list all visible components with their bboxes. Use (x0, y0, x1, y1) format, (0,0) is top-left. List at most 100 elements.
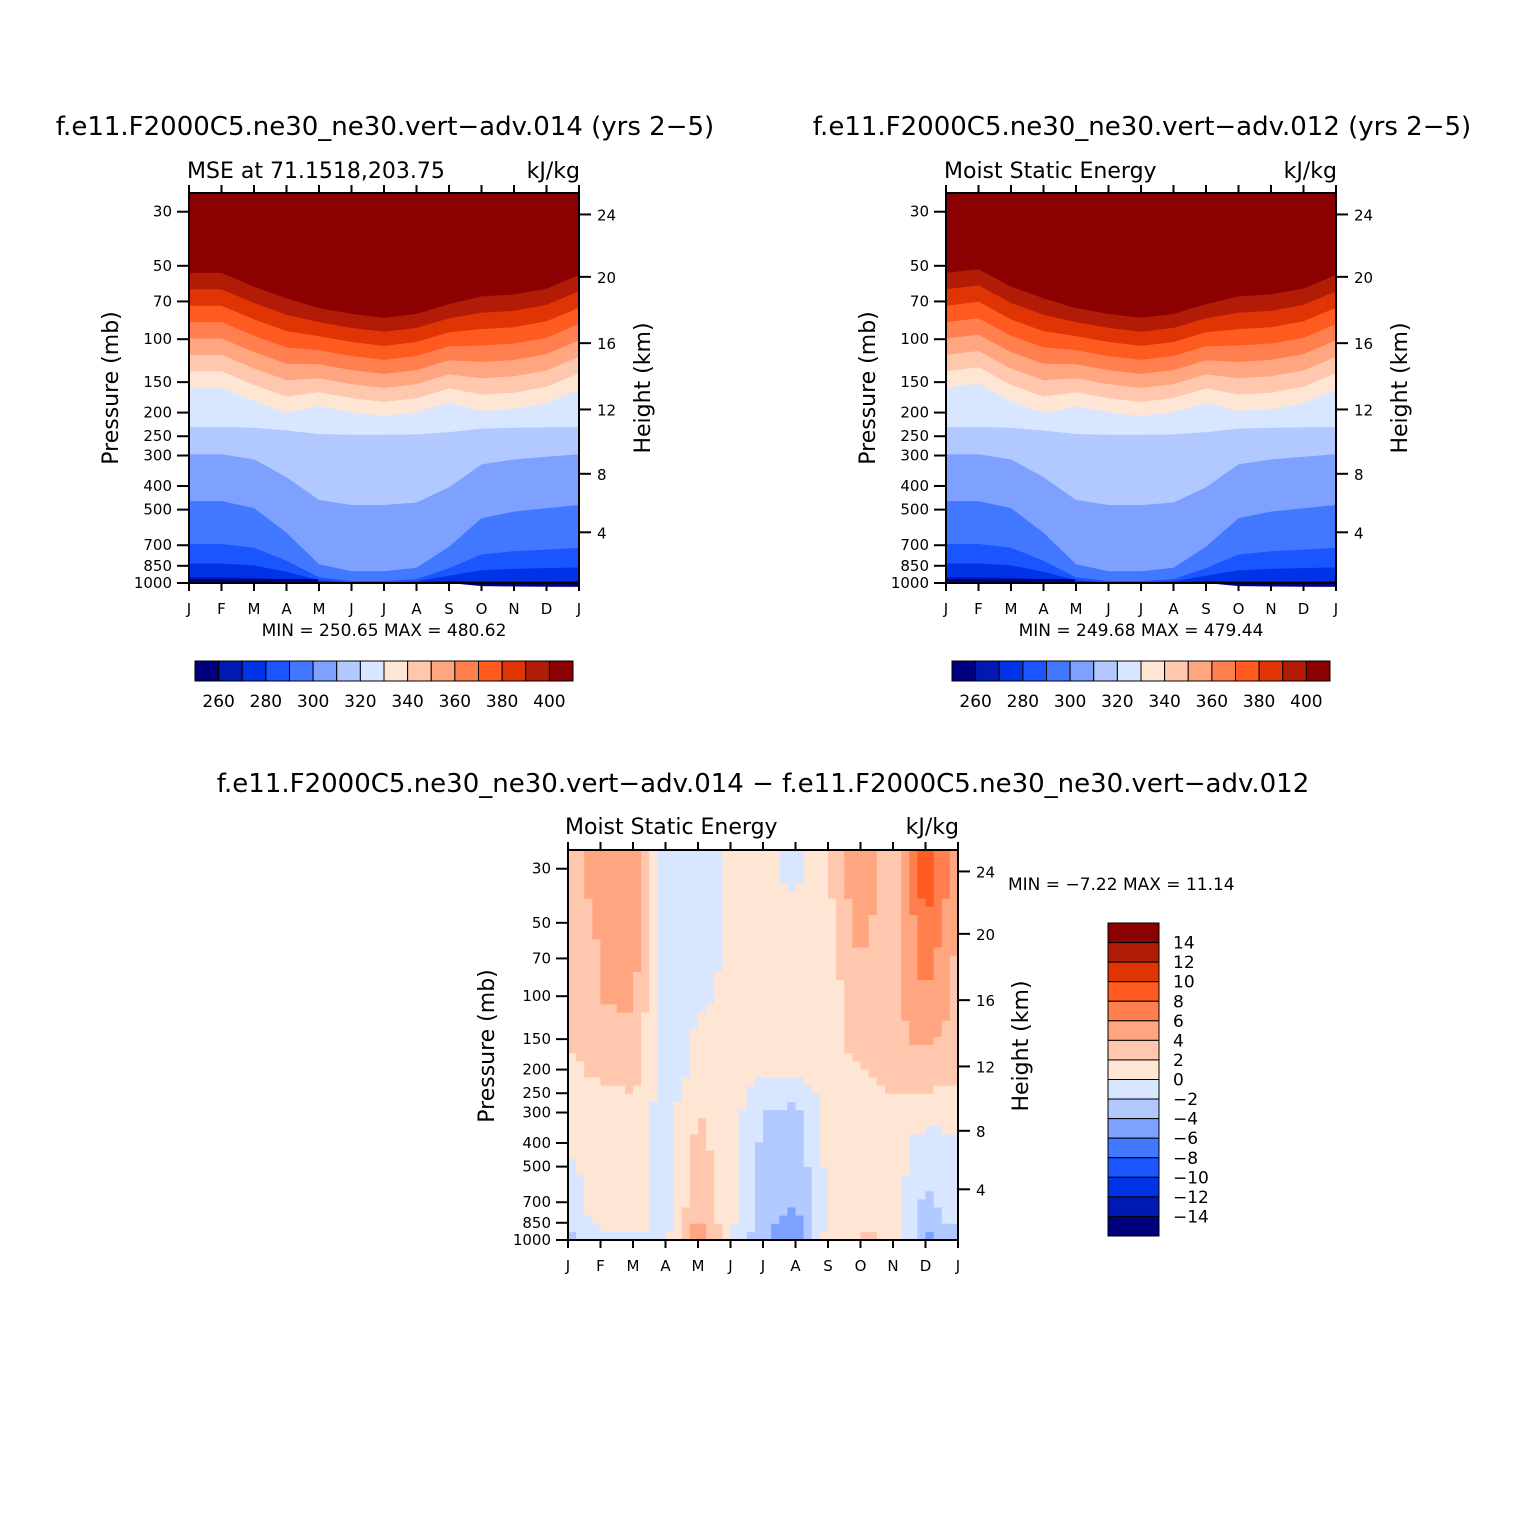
panel-bottom-xtick-label: S (823, 1257, 833, 1275)
diff-cell (746, 1012, 756, 1022)
diff-cell (893, 947, 902, 957)
diff-cell (649, 980, 658, 989)
diff-cell (763, 1110, 772, 1119)
panel-top-left-colorbar-swatch (312, 660, 338, 682)
panel-top-left-colorbar-swatch (194, 660, 220, 682)
diff-cell (884, 963, 894, 973)
diff-cell (860, 923, 870, 932)
diff-cell (657, 955, 667, 965)
diff-cell (592, 1118, 602, 1127)
diff-cell (592, 1012, 602, 1022)
diff-cell (706, 980, 715, 989)
diff-cell (649, 1166, 658, 1176)
diff-cell (746, 939, 756, 949)
diff-cell (933, 1053, 943, 1062)
panel-bottom-xtick-label: J (955, 1257, 960, 1275)
diff-cell (714, 1069, 723, 1079)
diff-cell (706, 866, 715, 875)
diff-cell (754, 1134, 764, 1144)
diff-cell (852, 1183, 862, 1192)
diff-cell (771, 1223, 780, 1233)
diff-cell (884, 923, 894, 932)
diff-cell (600, 1183, 610, 1192)
diff-cell (624, 1199, 634, 1209)
diff-cell (689, 988, 699, 997)
diff-cell (925, 1053, 935, 1062)
diff-cell (933, 1134, 943, 1144)
diff-cell (754, 850, 764, 859)
diff-cell (730, 947, 740, 957)
diff-cell (828, 1223, 837, 1233)
diff-cell (584, 1166, 593, 1176)
diff-cell (852, 1126, 862, 1135)
diff-cell (616, 971, 626, 981)
diff-cell (852, 858, 862, 867)
diff-cell (819, 980, 829, 989)
diff-cell (568, 1175, 577, 1184)
diff-cell (608, 1069, 618, 1079)
diff-cell (828, 955, 837, 965)
diff-cell (771, 1118, 780, 1127)
diff-cell (698, 1175, 707, 1184)
diff-cell (893, 858, 902, 867)
diff-cell (665, 850, 675, 859)
diff-cell (592, 1175, 602, 1184)
panel-top-right-ytick-label: 30 (910, 203, 929, 221)
diff-cell (730, 996, 740, 1005)
panel-top-right-ytick-right-label: 16 (1354, 335, 1373, 353)
diff-cell (844, 890, 853, 900)
diff-cell (608, 898, 618, 908)
diff-cell (909, 1150, 918, 1160)
diff-cell (714, 1012, 723, 1022)
diff-cell (730, 1150, 740, 1160)
diff-cell (649, 1158, 658, 1168)
diff-cell (884, 1215, 894, 1225)
diff-cell (909, 850, 918, 859)
diff-cell (803, 923, 813, 932)
diff-cell (876, 947, 886, 957)
diff-cell (795, 1110, 805, 1119)
diff-cell (568, 1183, 577, 1192)
diff-cell (600, 1150, 610, 1160)
diff-cell (714, 1166, 723, 1176)
diff-cell (730, 1053, 740, 1062)
diff-cell (592, 947, 602, 957)
diff-cell (893, 866, 902, 875)
diff-cell (608, 1134, 618, 1144)
diff-cell (803, 858, 813, 867)
diff-cell (876, 1134, 886, 1144)
panel-top-left-colorbar-swatch (454, 660, 479, 682)
diff-cell (779, 1207, 788, 1217)
diff-cell (722, 971, 732, 981)
diff-cell (616, 1223, 626, 1233)
diff-cell (933, 939, 943, 949)
diff-cell (681, 915, 691, 924)
diff-cell (633, 906, 642, 916)
diff-cell (722, 1223, 732, 1233)
diff-cell (763, 890, 772, 900)
diff-cell (633, 1207, 642, 1217)
diff-cell (689, 1077, 699, 1087)
diff-cell (738, 906, 748, 916)
diff-cell (901, 1175, 910, 1184)
diff-cell (608, 906, 618, 916)
diff-cell (738, 963, 748, 973)
diff-cell (754, 858, 764, 867)
panel-bottom-colorbar-swatch (1107, 942, 1160, 963)
diff-cell (852, 1215, 862, 1225)
diff-cell (917, 1199, 927, 1209)
diff-cell (917, 955, 927, 965)
diff-cell (738, 1069, 748, 1079)
diff-cell (941, 1134, 951, 1144)
diff-cell (860, 1183, 870, 1192)
diff-cell (925, 1215, 935, 1225)
diff-cell (624, 1191, 634, 1200)
diff-cell (665, 866, 675, 875)
diff-cell (730, 1134, 740, 1144)
diff-cell (917, 1061, 927, 1070)
diff-cell (884, 1183, 894, 1192)
panel-top-right-ytick-label: 100 (900, 330, 929, 348)
diff-cell (763, 874, 772, 884)
diff-cell (787, 915, 797, 924)
panel-top-left-title: f.e11.F2000C5.ne30_ne30.vert−adv.014 (yr… (56, 112, 714, 142)
